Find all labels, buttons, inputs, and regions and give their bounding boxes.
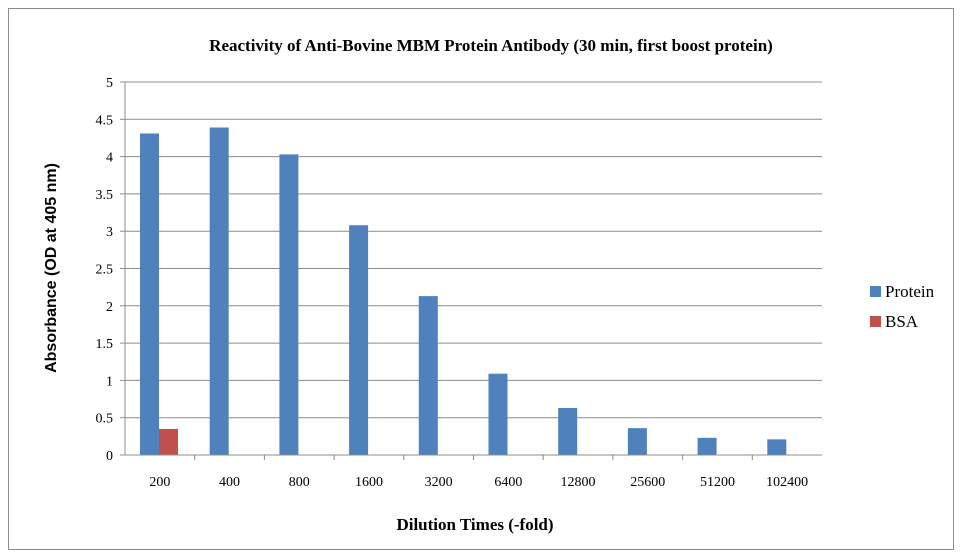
bar-protein-25600: [627, 428, 647, 455]
x-tick-label: 6400: [494, 475, 522, 490]
y-tick-label: 0.5: [96, 412, 114, 427]
y-tick-label: 3.5: [96, 188, 114, 203]
y-tick-label: 1.5: [96, 337, 114, 352]
chart-frame: [8, 8, 954, 550]
legend-swatch-bsa: [870, 316, 881, 327]
x-tick-label: 1600: [355, 475, 383, 490]
gridlines: [125, 81, 822, 419]
x-axis-label: Dilution Times (-fold): [396, 515, 553, 534]
y-tick-label: 3: [106, 225, 113, 240]
x-tick-label: 3200: [425, 475, 453, 490]
bar-protein-200: [140, 133, 159, 455]
legend-label-bsa: BSA: [885, 312, 919, 331]
y-tick-label: 4.5: [96, 113, 114, 128]
bars: [140, 127, 787, 456]
x-tick-label: 102400: [766, 475, 808, 490]
y-tick-label: 4: [106, 151, 113, 166]
x-tick-label: 400: [219, 475, 240, 490]
chart-title: Reactivity of Anti-Bovine MBM Protein An…: [209, 36, 773, 55]
y-tick-label: 2.5: [96, 263, 114, 278]
legend: Protein BSA: [870, 282, 935, 331]
x-tick-label: 12800: [561, 475, 596, 490]
bar-protein-6400: [488, 373, 508, 455]
x-tick-label: 800: [289, 475, 310, 490]
y-axis-ticks: 0 0.5 1 1.5 2 2.5 3 3.5 4 4.5 5: [96, 76, 125, 464]
legend-label-protein: Protein: [885, 282, 935, 301]
bar-bsa-200: [159, 428, 178, 455]
y-tick-label: 0: [106, 449, 113, 464]
bar-protein-3200: [418, 296, 438, 455]
bar-protein-400: [209, 127, 229, 456]
y-axis-label: Absorbance (OD at 405 nm): [43, 163, 60, 373]
y-tick-label: 1: [106, 374, 113, 389]
y-tick-label: 2: [106, 300, 113, 315]
bar-protein-12800: [558, 408, 578, 455]
y-tick-label: 5: [106, 76, 113, 91]
bar-protein-800: [279, 154, 299, 455]
x-tick-label: 51200: [700, 475, 735, 490]
x-tick-label: 25600: [630, 475, 665, 490]
bar-protein-1600: [349, 225, 369, 455]
x-axis-ticks: 200 400 800 1600 3200 6400 12800 25600 51200 1024…: [149, 455, 808, 490]
x-tick-label: 200: [149, 475, 170, 490]
bar-protein-102400: [767, 439, 787, 455]
bar-protein-51200: [697, 437, 717, 455]
legend-swatch-protein: [870, 286, 881, 297]
